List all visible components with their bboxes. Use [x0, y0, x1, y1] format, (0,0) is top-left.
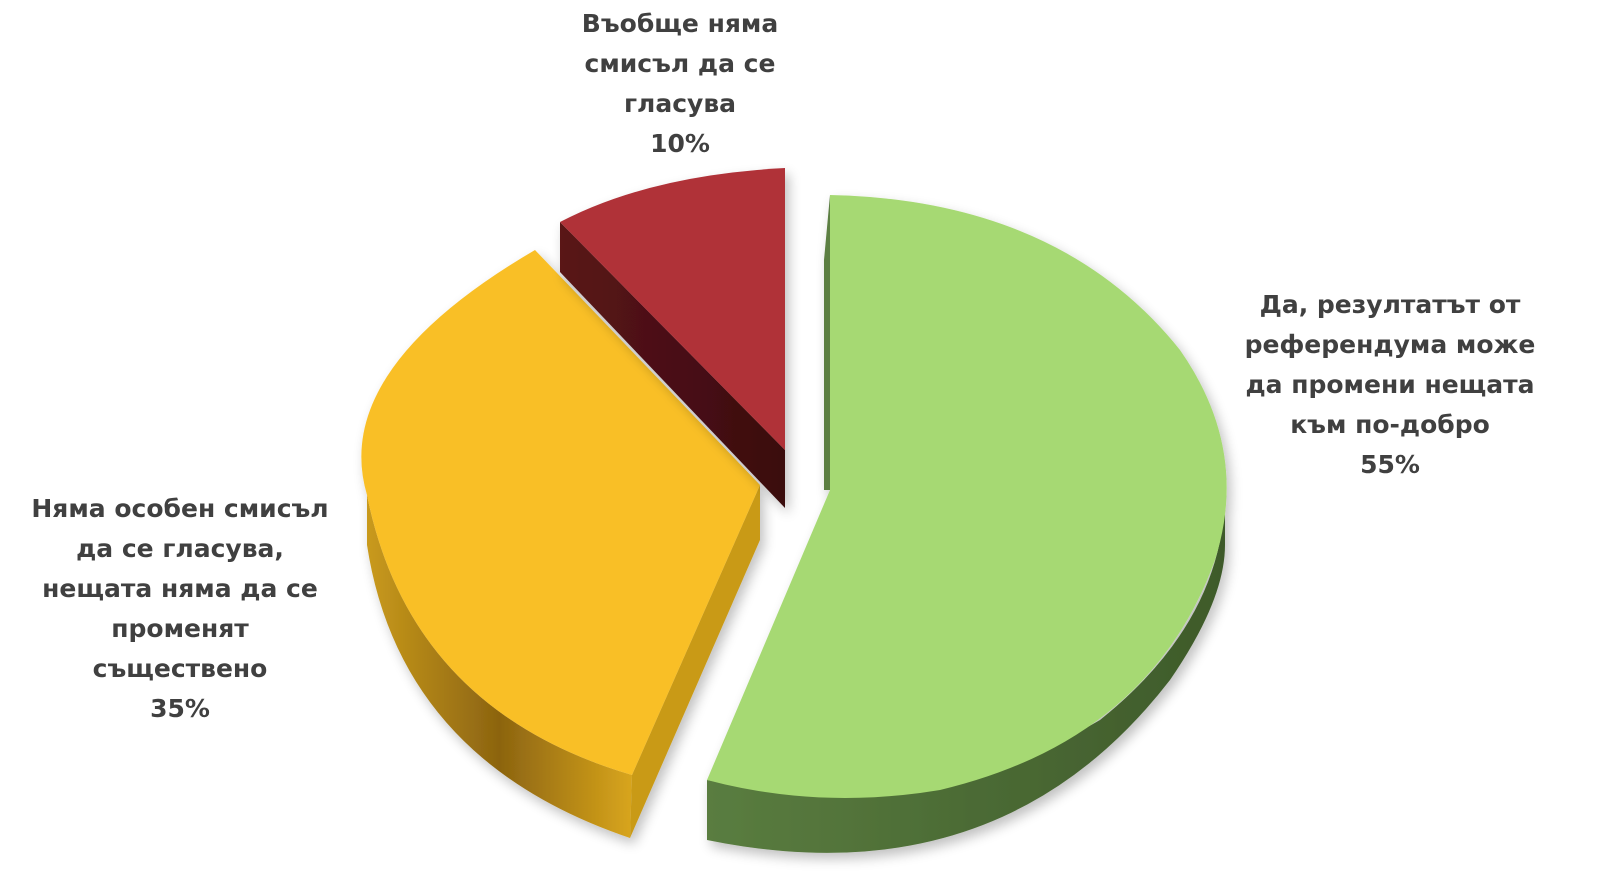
slice-orange-side — [367, 495, 632, 838]
label-percent: 35% — [150, 694, 210, 723]
label-no-particular-point: Няма особен смисъл да се гласува, нещата… — [31, 494, 328, 723]
label-line: референдума може — [1245, 330, 1536, 359]
slice-orange-edge — [630, 485, 760, 838]
label-line: да се гласува, — [76, 534, 284, 563]
slice-orange-top — [361, 250, 760, 775]
slice-green-top — [707, 195, 1227, 798]
label-line: нещата няма да се — [42, 574, 318, 603]
label-percent: 10% — [650, 129, 710, 158]
slice-no-particular-point — [361, 250, 760, 838]
slice-no-point-at-all — [560, 168, 785, 508]
slice-yes-can-change — [707, 195, 1227, 853]
label-line: променят — [111, 614, 249, 643]
label-yes-can-change: Да, резултатът от референдума може да пр… — [1245, 290, 1536, 479]
label-line: Да, резултатът от — [1260, 290, 1521, 319]
label-percent: 55% — [1360, 450, 1420, 479]
slice-green-inner-edge — [824, 195, 830, 490]
label-line: смисъл да се — [585, 49, 776, 78]
label-line: гласува — [624, 89, 736, 118]
label-line: Въобще няма — [582, 9, 778, 38]
slice-red-side — [560, 222, 785, 508]
label-no-point-at-all: Въобще няма смисъл да се гласува 10% — [582, 9, 778, 158]
slice-red-top — [560, 168, 785, 450]
label-line: към по-добро — [1290, 410, 1490, 439]
label-line: Няма особен смисъл — [31, 494, 328, 523]
label-line: да промени нещата — [1245, 370, 1534, 399]
label-line: съществено — [93, 654, 268, 683]
